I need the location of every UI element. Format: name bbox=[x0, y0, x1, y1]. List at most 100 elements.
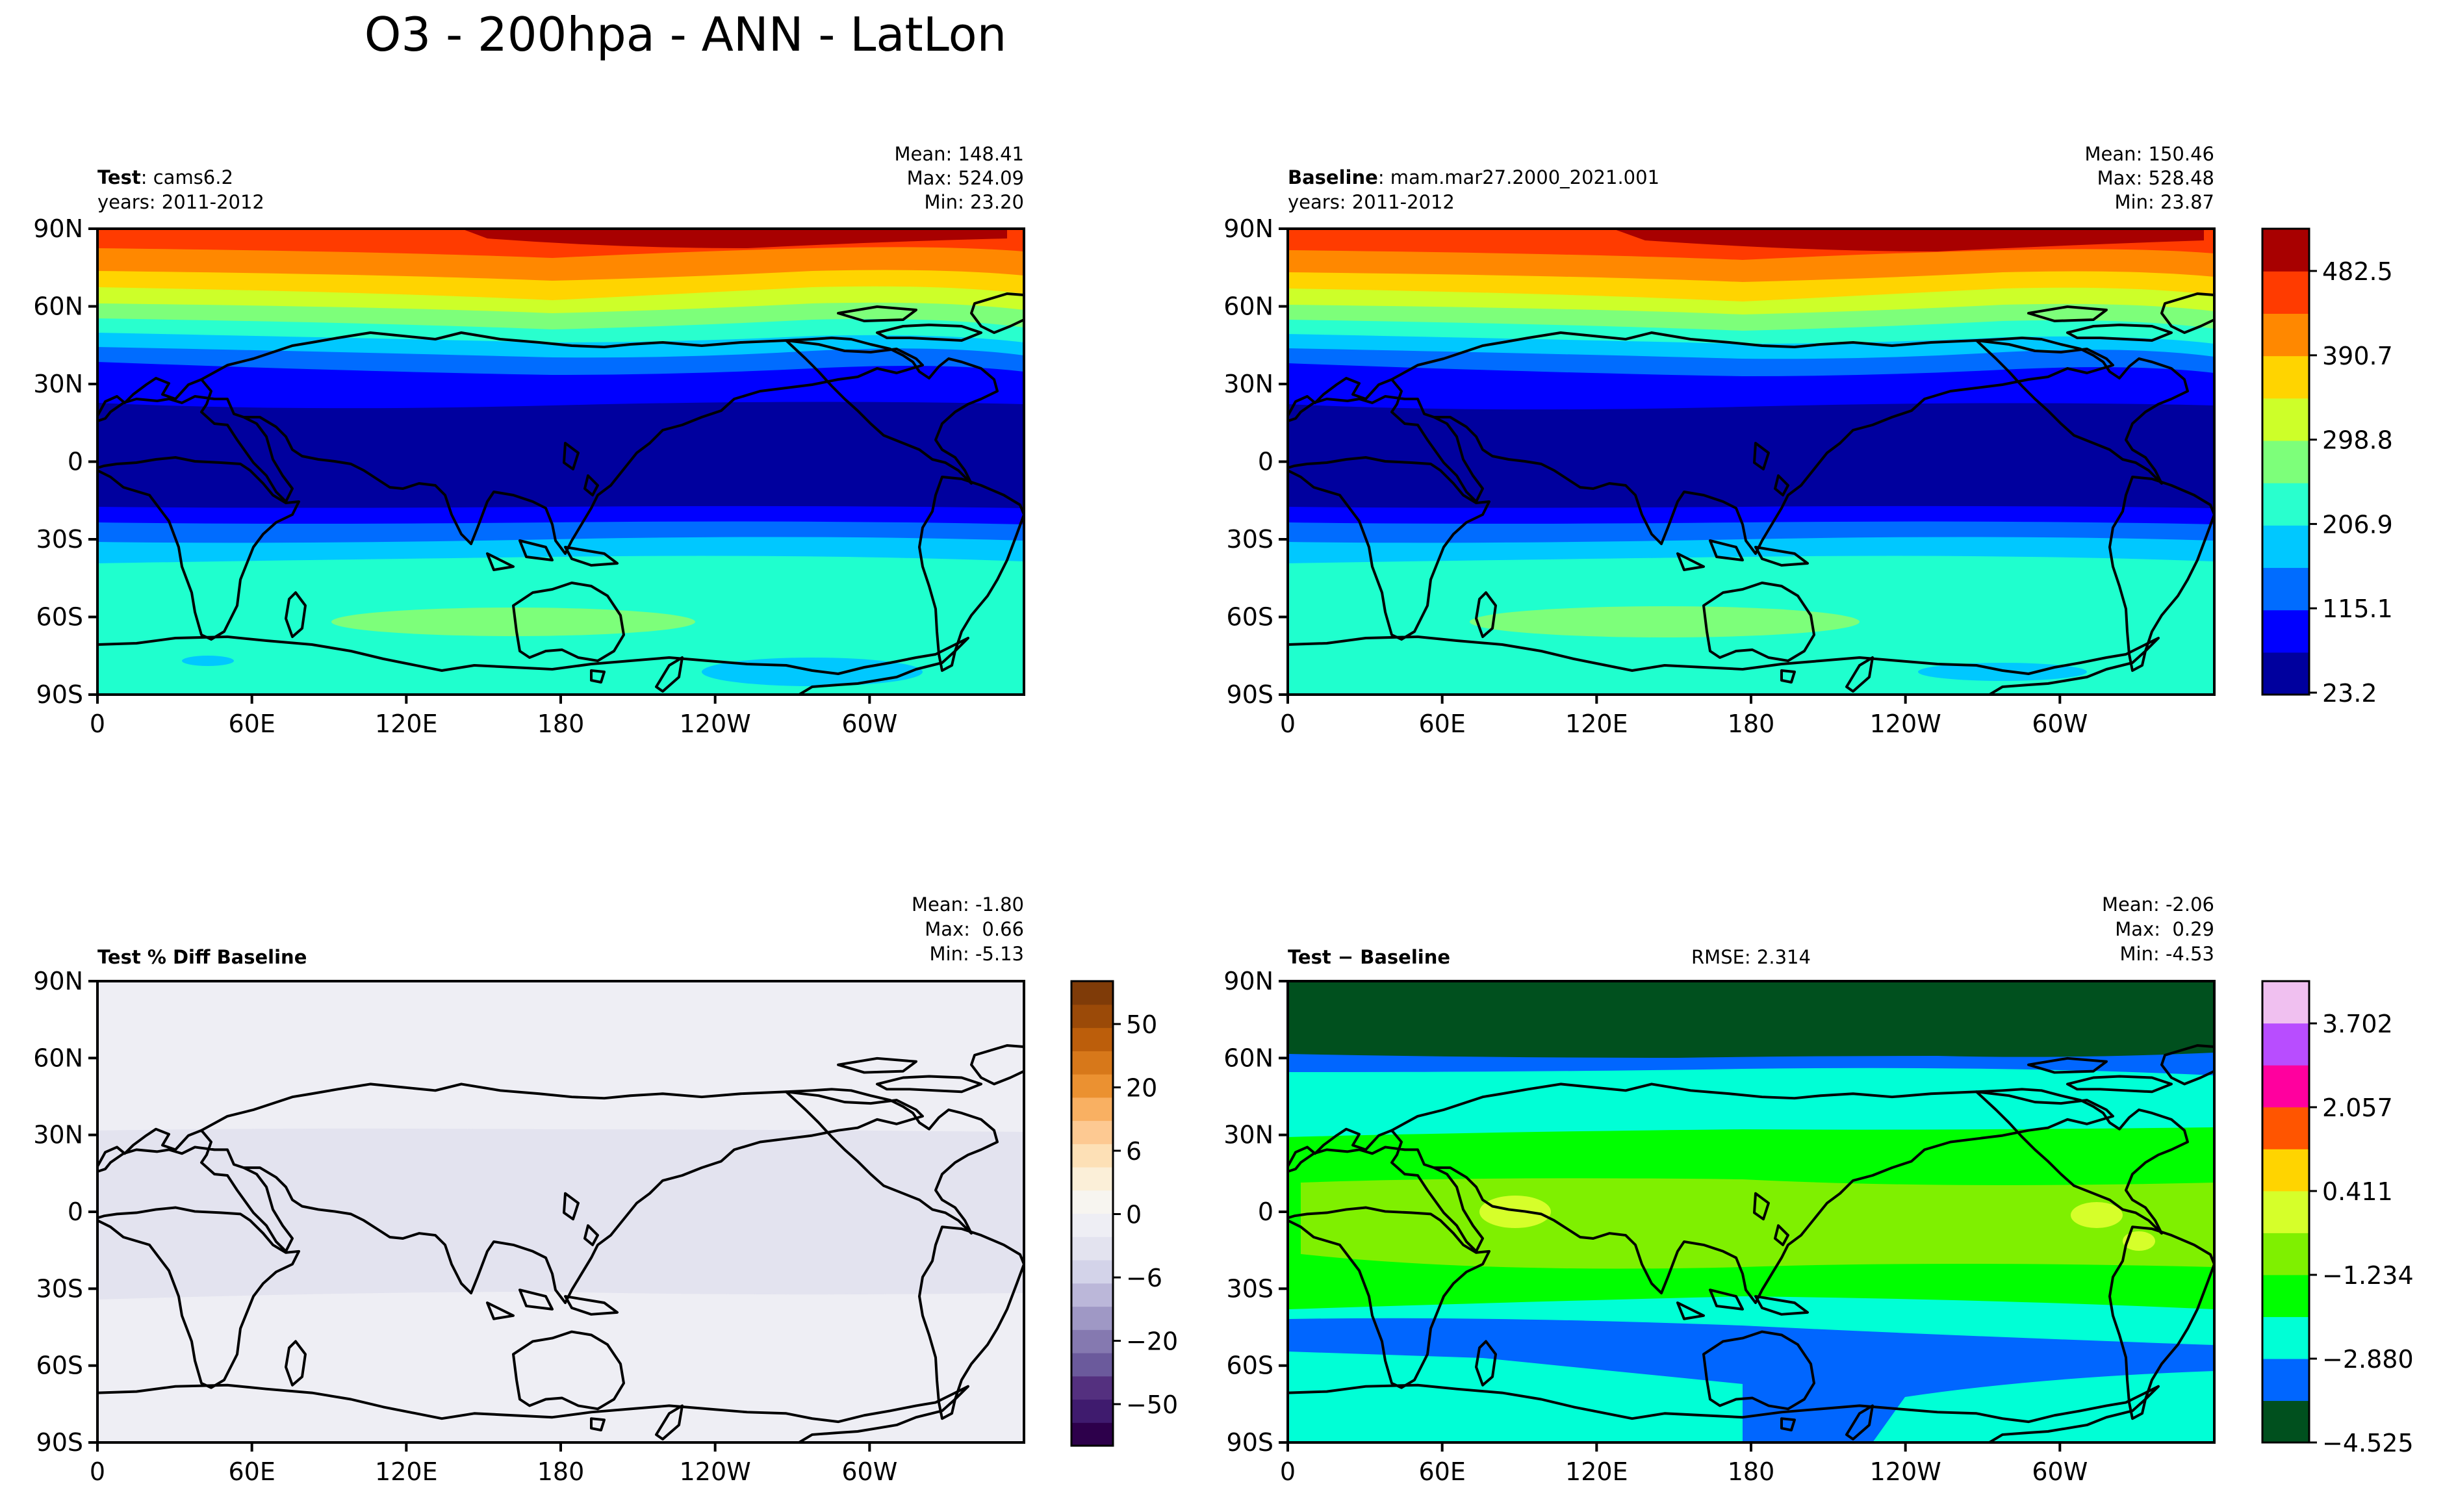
band bbox=[1479, 1196, 1551, 1228]
panel-test-field bbox=[97, 229, 1024, 695]
panel-test-years: years: 2011-2012 bbox=[97, 191, 264, 213]
panel-test-lon-axis: 0 60E 120E 180 120W 60W bbox=[90, 695, 897, 738]
lat-tick-label: 30N bbox=[33, 1121, 83, 1149]
lat-tick-label: 90N bbox=[33, 967, 83, 995]
colorbar-segment bbox=[1071, 1376, 1113, 1400]
lon-tick-label: 0 bbox=[90, 710, 105, 738]
panel-baseline-min: Min: 23.87 bbox=[2115, 191, 2214, 213]
colorbar-segment bbox=[2262, 1191, 2309, 1233]
lon-tick-label: 120W bbox=[1870, 1457, 1941, 1486]
lon-tick-label: 120E bbox=[1565, 710, 1628, 738]
colorbar-segment bbox=[1071, 1237, 1113, 1260]
panel-baseline-mean: Mean: 150.46 bbox=[2085, 143, 2214, 165]
colorbar-tick-label: −6 bbox=[1126, 1264, 1162, 1292]
colorbar-segment bbox=[2262, 567, 2309, 610]
panel-pct-diff-label: Test % Diff Baseline bbox=[97, 946, 307, 968]
lon-tick-label: 180 bbox=[537, 710, 585, 738]
colorbar-tick-label: 20 bbox=[1126, 1074, 1157, 1103]
panel-pct-diff-field bbox=[97, 981, 1024, 1442]
panel-diff-lon-axis: 0 60E 120E 180 120W 60W bbox=[1280, 1442, 2088, 1486]
colorbar-tick-label: 0.411 bbox=[2322, 1177, 2393, 1206]
lon-tick-label: 120W bbox=[1870, 710, 1941, 738]
panel-pct-diff: Test % Diff Baseline Mean: -1.80 Max: 0.… bbox=[33, 893, 1024, 1486]
colorbar-segment bbox=[1071, 1097, 1113, 1121]
lon-tick-label: 120E bbox=[375, 710, 438, 738]
lat-tick-label: 0 bbox=[1258, 1198, 1273, 1226]
colorbar-field: 482.5390.7298.8206.9115.123.2 bbox=[2262, 229, 2393, 708]
lat-tick-label: 0 bbox=[1258, 448, 1273, 476]
panel-diff-rmse: RMSE: 2.314 bbox=[1691, 946, 1811, 968]
panel-diff: Test − Baseline RMSE: 2.314 Mean: -2.06 … bbox=[1223, 893, 2214, 1486]
colorbar-tick-label: 0 bbox=[1126, 1201, 1142, 1229]
colorbar-tick-label: 2.057 bbox=[2322, 1094, 2393, 1122]
panel-baseline-lon-axis: 0 60E 120E 180 120W 60W bbox=[1280, 695, 2088, 738]
colorbar-segment bbox=[1071, 1307, 1113, 1330]
panel-baseline-max: Max: 528.48 bbox=[2097, 167, 2214, 189]
lat-tick-label: 60S bbox=[36, 1352, 83, 1380]
colorbar-segment bbox=[1071, 1028, 1113, 1051]
panel-test-lat-axis: 90N 60N 30N 0 30S 60S 90S bbox=[33, 214, 97, 709]
colorbar-tick-label: −50 bbox=[1126, 1390, 1178, 1419]
colorbar-segment bbox=[1071, 981, 1113, 1005]
lat-tick-label: 60S bbox=[1227, 1352, 1273, 1380]
lon-tick-label: 180 bbox=[537, 1457, 585, 1486]
lat-tick-label: 60S bbox=[36, 603, 83, 632]
lon-tick-label: 60E bbox=[1418, 1457, 1465, 1486]
colorbar-tick-label: −2.880 bbox=[2322, 1345, 2414, 1374]
lat-tick-label: 30N bbox=[1223, 1121, 1273, 1149]
panel-diff-lat-axis: 90N 60N 30N 0 30S 60S 90S bbox=[1223, 967, 1288, 1457]
colorbar-segment bbox=[2262, 1233, 2309, 1275]
colorbar-pct: 502060−6−20−50 bbox=[1071, 981, 1178, 1446]
panel-diff-mean: Mean: -2.06 bbox=[2102, 893, 2214, 916]
lat-tick-label: 0 bbox=[68, 1198, 83, 1226]
lon-tick-label: 120W bbox=[680, 710, 751, 738]
colorbar-tick-label: 23.2 bbox=[2322, 679, 2377, 708]
lon-tick-label: 180 bbox=[1728, 1457, 1775, 1486]
panel-test-mean: Mean: 148.41 bbox=[895, 143, 1024, 165]
colorbar-tick-label: 115.1 bbox=[2322, 595, 2393, 623]
lon-tick-label: 60E bbox=[228, 710, 275, 738]
lat-tick-label: 30S bbox=[36, 1274, 83, 1303]
colorbar-segment bbox=[1071, 1260, 1113, 1283]
lat-tick-label: 90N bbox=[1223, 214, 1273, 243]
colorbar-tick-label: 482.5 bbox=[2322, 257, 2393, 286]
panel-baseline-years: years: 2011-2012 bbox=[1288, 191, 1455, 213]
lat-tick-label: 0 bbox=[68, 448, 83, 476]
colorbar-segment bbox=[2262, 1275, 2309, 1317]
colorbar-segment bbox=[2262, 356, 2309, 399]
panel-diff-min: Min: -4.53 bbox=[2120, 943, 2214, 965]
colorbar-segment bbox=[2262, 1065, 2309, 1107]
figure: O3 - 200hpa - ANN - LatLon Test: cams6.2… bbox=[0, 0, 2443, 1512]
lat-tick-label: 30N bbox=[1223, 370, 1273, 398]
colorbar-segment bbox=[1071, 1422, 1113, 1446]
lat-tick-label: 60N bbox=[33, 292, 83, 321]
lat-tick-label: 90S bbox=[1227, 680, 1273, 709]
panel-diff-label: Test − Baseline bbox=[1288, 946, 1450, 968]
panel-baseline-field bbox=[1288, 229, 2214, 695]
colorbar-segment bbox=[2262, 441, 2309, 483]
colorbar-segment bbox=[1071, 1167, 1113, 1190]
colorbar-segment bbox=[1071, 1144, 1113, 1167]
lon-tick-label: 0 bbox=[1280, 710, 1296, 738]
colorbar-segment bbox=[2262, 652, 2309, 695]
colorbar-segment bbox=[2262, 1107, 2309, 1149]
lat-tick-label: 60N bbox=[33, 1044, 83, 1072]
panel-pct-diff-lon-axis: 0 60E 120E 180 120W 60W bbox=[90, 1442, 897, 1486]
colorbar-tick-label: 3.702 bbox=[2322, 1010, 2393, 1038]
colorbar-segment bbox=[1071, 1400, 1113, 1423]
colorbar-segment bbox=[2262, 525, 2309, 568]
lat-tick-label: 90S bbox=[36, 1428, 83, 1457]
lon-tick-label: 60W bbox=[2032, 710, 2088, 738]
panel-baseline-label: Baseline: mam.mar27.2000_2021.001 bbox=[1288, 166, 1659, 188]
panel-pct-diff-max: Max: 0.66 bbox=[925, 918, 1024, 940]
panel-test-label: Test: cams6.2 bbox=[97, 166, 233, 188]
panel-test-label-bold: Test bbox=[97, 166, 141, 188]
lat-tick-label: 30S bbox=[1227, 1274, 1273, 1303]
lon-tick-label: 0 bbox=[1280, 1457, 1296, 1486]
colorbar-tick-label: −4.525 bbox=[2322, 1429, 2414, 1457]
lat-tick-label: 90S bbox=[1227, 1428, 1273, 1457]
colorbar-tick-label: 390.7 bbox=[2322, 342, 2393, 370]
colorbar-segment bbox=[2262, 1316, 2309, 1359]
lat-tick-label: 30S bbox=[36, 525, 83, 554]
panel-baseline-label-bold: Baseline bbox=[1288, 166, 1378, 188]
